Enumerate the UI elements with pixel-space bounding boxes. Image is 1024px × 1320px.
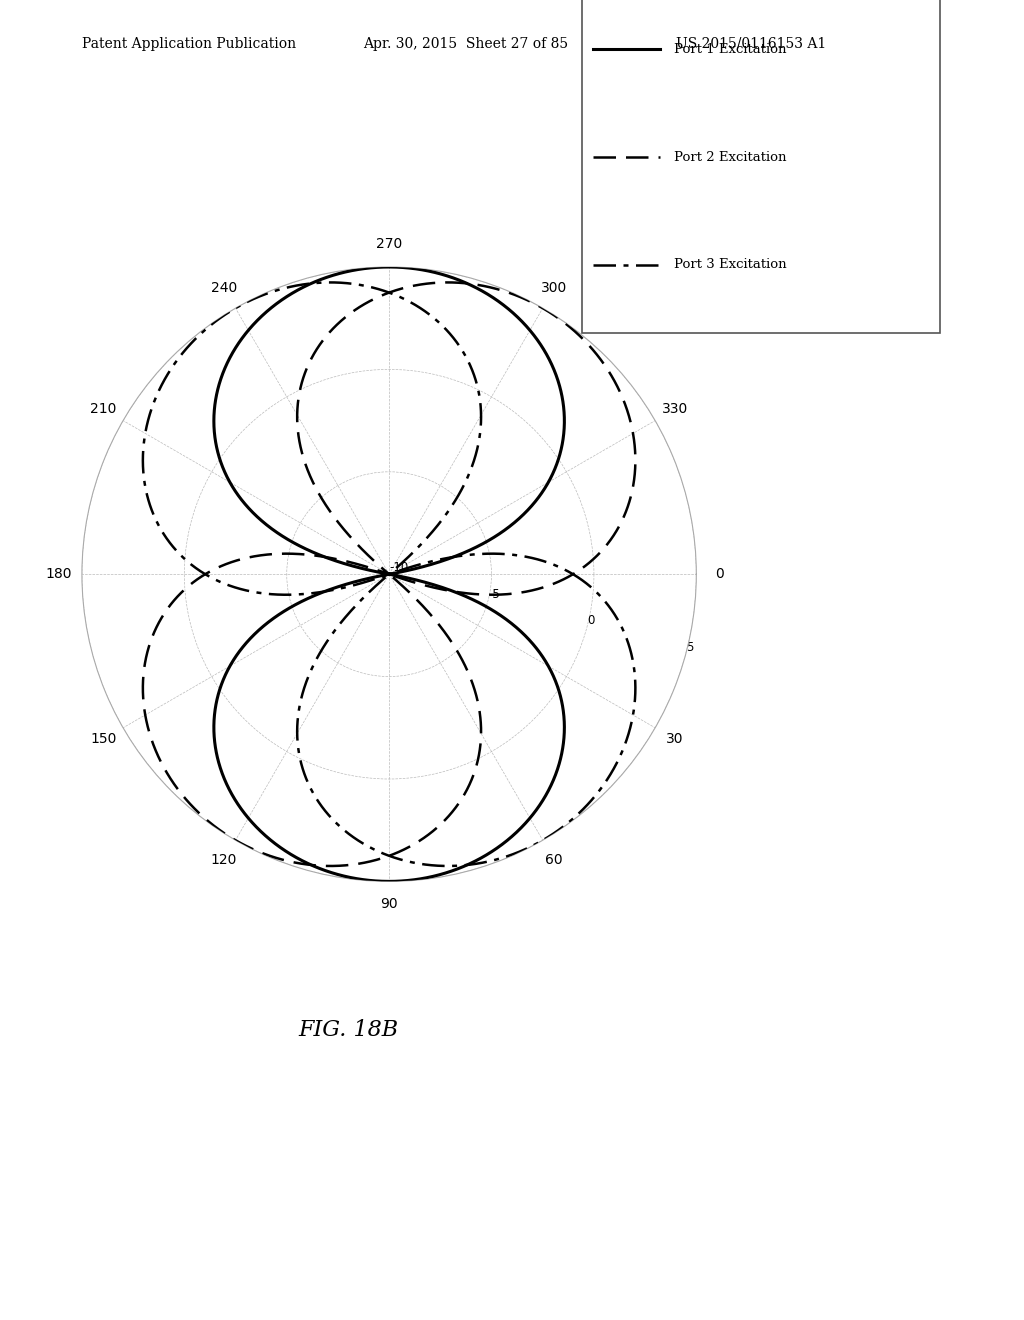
FancyBboxPatch shape <box>583 0 940 333</box>
Text: Apr. 30, 2015  Sheet 27 of 85: Apr. 30, 2015 Sheet 27 of 85 <box>364 37 568 50</box>
Text: Port 2 Excitation: Port 2 Excitation <box>675 150 786 164</box>
Text: Port 3 Excitation: Port 3 Excitation <box>675 259 787 272</box>
Text: FIG. 18B: FIG. 18B <box>298 1019 398 1041</box>
Text: Patent Application Publication: Patent Application Publication <box>82 37 296 50</box>
Text: US 2015/0116153 A1: US 2015/0116153 A1 <box>676 37 826 50</box>
Text: Port 1 Excitation: Port 1 Excitation <box>675 42 786 55</box>
